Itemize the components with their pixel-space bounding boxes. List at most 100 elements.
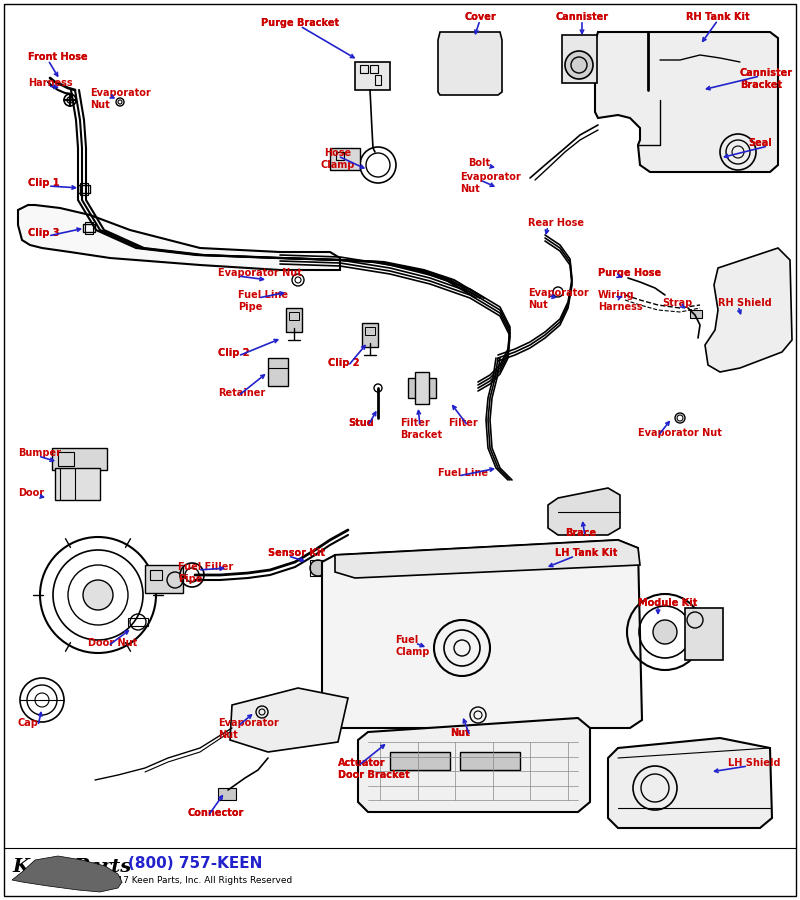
Polygon shape <box>705 248 792 372</box>
Text: Clip 2: Clip 2 <box>328 358 359 368</box>
Text: Sensor Kit: Sensor Kit <box>268 548 325 558</box>
Text: Keen Parts: Keen Parts <box>12 858 132 876</box>
Text: Fuel Line: Fuel Line <box>438 468 488 478</box>
Text: Bolt: Bolt <box>468 158 490 168</box>
Bar <box>52 448 107 470</box>
Text: Purge Bracket: Purge Bracket <box>261 18 339 28</box>
Text: Connector: Connector <box>188 808 244 818</box>
Text: ©2017 Keen Parts, Inc. All Rights Reserved: ©2017 Keen Parts, Inc. All Rights Reserv… <box>98 876 293 885</box>
Text: Front Hose: Front Hose <box>28 52 88 62</box>
Circle shape <box>565 51 593 79</box>
Bar <box>286 308 302 332</box>
Text: Filter
Bracket: Filter Bracket <box>400 418 442 440</box>
Text: Seal: Seal <box>748 138 772 148</box>
Bar <box>460 752 520 770</box>
Text: Actuator
Door Bracket: Actuator Door Bracket <box>338 758 410 780</box>
Text: Purge Hose: Purge Hose <box>598 268 661 278</box>
Text: Nut: Nut <box>450 728 470 738</box>
Text: Connector: Connector <box>188 808 244 818</box>
Bar <box>408 378 436 398</box>
Text: Evaporator Nut: Evaporator Nut <box>218 268 302 278</box>
Text: Module Kit: Module Kit <box>638 598 698 608</box>
Text: Clip 2: Clip 2 <box>218 348 250 358</box>
Bar <box>365 327 375 335</box>
Text: Cannister: Cannister <box>555 12 609 22</box>
Text: Evaporator
Nut: Evaporator Nut <box>460 172 521 194</box>
Text: Door: Door <box>18 488 44 498</box>
Text: Brace: Brace <box>565 528 596 538</box>
Text: Purge Bracket: Purge Bracket <box>261 18 339 28</box>
Text: Harness: Harness <box>28 78 73 88</box>
Text: Clip 2: Clip 2 <box>218 348 250 358</box>
Text: Strap: Strap <box>662 298 692 308</box>
Text: Purge Hose: Purge Hose <box>598 268 661 278</box>
Text: Clip 3: Clip 3 <box>28 228 59 238</box>
Text: Door Nut: Door Nut <box>88 638 138 648</box>
Bar <box>330 148 360 170</box>
Text: Hose
Clamp: Hose Clamp <box>321 148 355 170</box>
Text: Filter: Filter <box>448 418 478 428</box>
Text: Seal: Seal <box>748 138 772 148</box>
Bar <box>218 788 236 800</box>
Polygon shape <box>335 540 640 578</box>
Text: Nut: Nut <box>450 728 470 738</box>
Text: LH Tank Kit: LH Tank Kit <box>555 548 618 558</box>
Circle shape <box>83 580 113 610</box>
Polygon shape <box>595 32 778 172</box>
Bar <box>150 570 162 580</box>
Text: RH Tank Kit: RH Tank Kit <box>686 12 750 22</box>
Bar <box>83 224 95 232</box>
Text: Front Hose: Front Hose <box>28 52 88 62</box>
Circle shape <box>653 620 677 644</box>
Bar <box>145 565 183 593</box>
Text: (800) 757-KEEN: (800) 757-KEEN <box>128 856 262 871</box>
Text: Wiring
Harness: Wiring Harness <box>598 290 642 312</box>
Polygon shape <box>18 205 340 270</box>
Bar <box>85 222 93 234</box>
Polygon shape <box>608 738 772 828</box>
Text: Evaporator Nut: Evaporator Nut <box>638 428 722 438</box>
Text: Fuel Filler
Pipe: Fuel Filler Pipe <box>178 562 234 584</box>
Polygon shape <box>12 856 122 892</box>
Bar <box>362 323 378 347</box>
Text: Retainer: Retainer <box>218 388 266 398</box>
Text: Cap: Cap <box>18 718 39 728</box>
Bar <box>355 62 390 90</box>
Bar <box>128 618 148 626</box>
Bar <box>268 358 288 386</box>
Text: Cannister: Cannister <box>555 12 609 22</box>
Text: Evaporator
Nut: Evaporator Nut <box>218 718 278 741</box>
Text: Stud: Stud <box>348 418 374 428</box>
Polygon shape <box>548 488 620 535</box>
Bar <box>370 65 378 73</box>
Text: Clip 1: Clip 1 <box>28 178 59 188</box>
Bar <box>360 65 368 73</box>
Text: Cannister
Bracket: Cannister Bracket <box>740 68 793 90</box>
Bar <box>310 560 326 576</box>
Text: Clip 1: Clip 1 <box>28 178 59 188</box>
Text: Bumper: Bumper <box>18 448 61 458</box>
Bar <box>690 310 702 318</box>
Bar <box>685 608 723 660</box>
Bar <box>78 185 90 193</box>
Text: Fuel Line
Pipe: Fuel Line Pipe <box>238 290 288 312</box>
Circle shape <box>310 560 326 576</box>
Bar <box>80 183 88 195</box>
Text: LH Tank Kit: LH Tank Kit <box>555 548 618 558</box>
Text: Cover: Cover <box>464 12 496 22</box>
Bar <box>55 468 100 500</box>
Text: Clip 2: Clip 2 <box>328 358 359 368</box>
Bar <box>375 75 381 85</box>
Text: Fuel
Clamp: Fuel Clamp <box>395 635 430 657</box>
Polygon shape <box>230 688 348 752</box>
Text: Evaporator
Nut: Evaporator Nut <box>90 88 150 111</box>
Bar <box>289 312 299 320</box>
Polygon shape <box>322 540 642 728</box>
Text: Evaporator
Nut: Evaporator Nut <box>528 288 589 310</box>
Bar <box>562 35 597 83</box>
Text: Rear Hose: Rear Hose <box>528 218 584 228</box>
Text: Stud: Stud <box>348 418 374 428</box>
Text: RH Shield: RH Shield <box>718 298 772 308</box>
Text: RH Tank Kit: RH Tank Kit <box>686 12 750 22</box>
Text: Actuator
Door Bracket: Actuator Door Bracket <box>338 758 410 780</box>
